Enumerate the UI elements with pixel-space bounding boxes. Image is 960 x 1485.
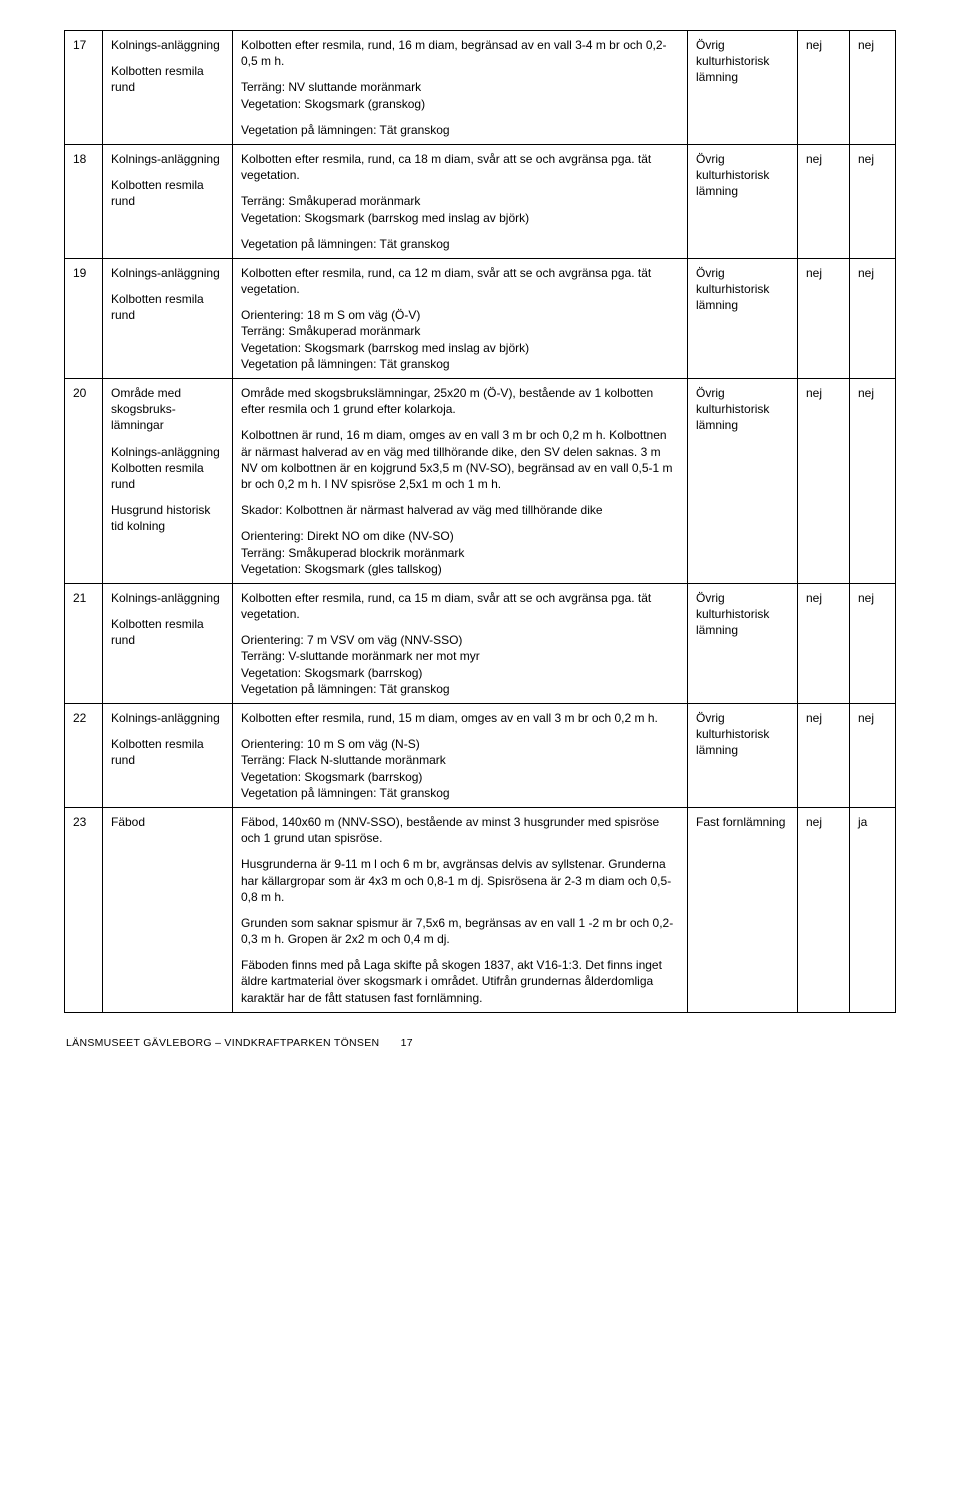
description-paragraph: Husgrunderna är 9-11 m l och 6 m br, avg… xyxy=(241,856,679,905)
row-col5: nej xyxy=(850,258,896,378)
row-description: Kolbotten efter resmila, rund, 16 m diam… xyxy=(233,31,688,145)
row-col5: nej xyxy=(850,144,896,258)
description-paragraph: Kolbottnen är rund, 16 m diam, omges av … xyxy=(241,427,679,492)
row-description: Kolbotten efter resmila, rund, ca 15 m d… xyxy=(233,583,688,703)
row-col5: nej xyxy=(850,379,896,584)
row-col4: nej xyxy=(798,144,850,258)
row-type: Kolnings-anläggning Kolbotten resmila run… xyxy=(103,31,233,145)
data-table: 17 Kolnings-anläggning Kolbotten resmila r… xyxy=(64,30,896,1013)
row-description: Kolbotten efter resmila, rund, 15 m diam… xyxy=(233,704,688,808)
row-col5: nej xyxy=(850,31,896,145)
type-paragraph: Kolbotten resmila rund xyxy=(111,291,224,323)
description-paragraph: Orientering: 10 m S om väg (N-S)Terräng:… xyxy=(241,736,679,801)
row-col4: nej xyxy=(798,704,850,808)
type-paragraph: Kolnings-anläggning xyxy=(111,37,224,53)
row-status: Fast fornlämning xyxy=(688,807,798,1012)
description-paragraph: Orientering: 7 m VSV om väg (NNV-SSO)Ter… xyxy=(241,632,679,697)
row-description: Kolbotten efter resmila, rund, ca 12 m d… xyxy=(233,258,688,378)
row-type: Område med skogsbruks-lämningar Kolnings-… xyxy=(103,379,233,584)
type-paragraph: Kolbotten resmila rund xyxy=(111,63,224,95)
row-col4: nej xyxy=(798,583,850,703)
row-description: Område med skogsbrukslämningar, 25x20 m … xyxy=(233,379,688,584)
table-row: 22 Kolnings-anläggning Kolbotten resmila r… xyxy=(65,704,896,808)
description-paragraph: Kolbotten efter resmila, rund, 16 m diam… xyxy=(241,37,679,69)
table-row: 18 Kolnings-anläggning Kolbotten resmila r… xyxy=(65,144,896,258)
description-paragraph: Grunden som saknar spismur är 7,5x6 m, b… xyxy=(241,915,679,947)
document-page: 17 Kolnings-anläggning Kolbotten resmila r… xyxy=(0,0,960,1079)
row-description: Fäbod, 140x60 m (NNV-SSO), bestående av … xyxy=(233,807,688,1012)
row-status: Övrig kulturhistorisk lämning xyxy=(688,704,798,808)
description-paragraph: Terräng: Småkuperad moränmarkVegetation:… xyxy=(241,193,679,225)
row-type: Kolnings-anläggning Kolbotten resmila run… xyxy=(103,704,233,808)
row-status: Övrig kulturhistorisk lämning xyxy=(688,583,798,703)
row-type: Kolnings-anläggning Kolbotten resmila run… xyxy=(103,583,233,703)
description-paragraph: Vegetation på lämningen: Tät granskog xyxy=(241,122,679,138)
description-paragraph: Orientering: 18 m S om väg (Ö-V)Terräng:… xyxy=(241,307,679,372)
description-paragraph: Fäboden finns med på Laga skifte på skog… xyxy=(241,957,679,1006)
row-number: 20 xyxy=(65,379,103,584)
row-number: 17 xyxy=(65,31,103,145)
description-paragraph: Skador: Kolbottnen är närmast halverad a… xyxy=(241,502,679,518)
type-paragraph: Område med skogsbruks-lämningar xyxy=(111,385,224,434)
row-col5: nej xyxy=(850,704,896,808)
row-number: 23 xyxy=(65,807,103,1012)
description-paragraph: Kolbotten efter resmila, rund, ca 15 m d… xyxy=(241,590,679,622)
row-status: Övrig kulturhistorisk lämning xyxy=(688,258,798,378)
type-paragraph: Kolnings-anläggning xyxy=(111,151,224,167)
row-number: 18 xyxy=(65,144,103,258)
row-col4: nej xyxy=(798,31,850,145)
description-paragraph: Orientering: Direkt NO om dike (NV-SO)Te… xyxy=(241,528,679,577)
row-number: 22 xyxy=(65,704,103,808)
description-paragraph: Kolbotten efter resmila, rund, ca 18 m d… xyxy=(241,151,679,183)
table-row: 17 Kolnings-anläggning Kolbotten resmila r… xyxy=(65,31,896,145)
type-paragraph: Kolbotten resmila rund xyxy=(111,177,224,209)
row-number: 19 xyxy=(65,258,103,378)
description-paragraph: Kolbotten efter resmila, rund, ca 12 m d… xyxy=(241,265,679,297)
row-col5: ja xyxy=(850,807,896,1012)
row-col4: nej xyxy=(798,379,850,584)
description-paragraph: Kolbotten efter resmila, rund, 15 m diam… xyxy=(241,710,679,726)
table-row: 21 Kolnings-anläggning Kolbotten resmila r… xyxy=(65,583,896,703)
type-paragraph: Fäbod xyxy=(111,814,224,830)
row-type: Fäbod xyxy=(103,807,233,1012)
footer-text: LÄNSMUSEET GÄVLEBORG – VINDKRAFTPARKEN T… xyxy=(66,1037,379,1049)
type-paragraph: Husgrund historisk tid kolning xyxy=(111,502,224,534)
description-paragraph: Fäbod, 140x60 m (NNV-SSO), bestående av … xyxy=(241,814,679,846)
row-type: Kolnings-anläggning Kolbotten resmila run… xyxy=(103,258,233,378)
type-paragraph: Kolnings-anläggningKolbotten resmila run… xyxy=(111,444,224,493)
page-footer: LÄNSMUSEET GÄVLEBORG – VINDKRAFTPARKEN T… xyxy=(64,1037,896,1049)
description-paragraph: Terräng: NV sluttande moränmarkVegetatio… xyxy=(241,79,679,111)
table-row: 23 Fäbod Fäbod, 140x60 m (NNV-SSO), beståe… xyxy=(65,807,896,1012)
row-status: Övrig kulturhistorisk lämning xyxy=(688,144,798,258)
row-col4: nej xyxy=(798,258,850,378)
type-paragraph: Kolnings-anläggning xyxy=(111,590,224,606)
row-number: 21 xyxy=(65,583,103,703)
description-paragraph: Område med skogsbrukslämningar, 25x20 m … xyxy=(241,385,679,417)
type-paragraph: Kolbotten resmila rund xyxy=(111,616,224,648)
row-col4: nej xyxy=(798,807,850,1012)
row-description: Kolbotten efter resmila, rund, ca 18 m d… xyxy=(233,144,688,258)
type-paragraph: Kolnings-anläggning xyxy=(111,265,224,281)
row-type: Kolnings-anläggning Kolbotten resmila run… xyxy=(103,144,233,258)
type-paragraph: Kolbotten resmila rund xyxy=(111,736,224,768)
page-number: 17 xyxy=(401,1037,413,1049)
table-row: 20Område med skogsbruks-lämningar Kolning… xyxy=(65,379,896,584)
row-col5: nej xyxy=(850,583,896,703)
row-status: Övrig kulturhistorisk lämning xyxy=(688,379,798,584)
type-paragraph: Kolnings-anläggning xyxy=(111,710,224,726)
table-row: 19 Kolnings-anläggning Kolbotten resmila r… xyxy=(65,258,896,378)
row-status: Övrig kulturhistorisk lämning xyxy=(688,31,798,145)
description-paragraph: Vegetation på lämningen: Tät granskog xyxy=(241,236,679,252)
